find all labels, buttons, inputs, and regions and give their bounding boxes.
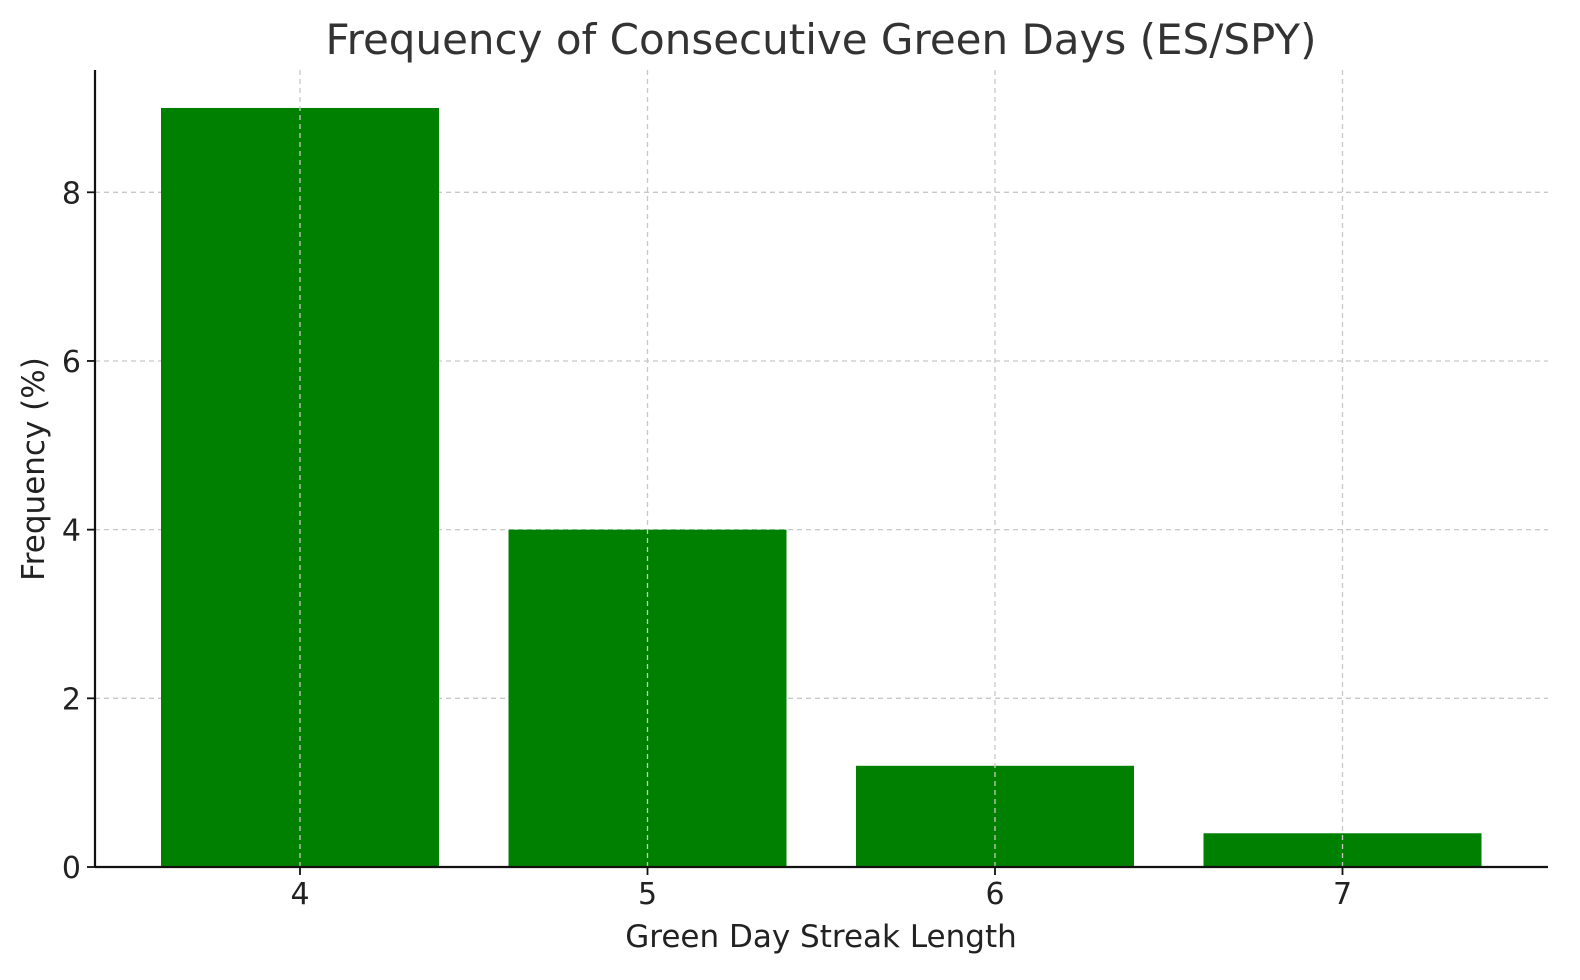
bar-6 — [856, 765, 1134, 867]
x-ticks: 4 5 6 7 — [290, 867, 1352, 912]
y-tick-label: 4 — [62, 514, 81, 549]
chart-title: Frequency of Consecutive Green Days (ES/… — [326, 15, 1317, 64]
x-axis-label: Green Day Streak Length — [625, 919, 1017, 955]
y-ticks: 0 2 4 6 8 — [62, 176, 95, 886]
y-tick-label: 0 — [62, 851, 81, 886]
bar-5 — [508, 529, 787, 867]
x-tick-label: 6 — [985, 877, 1004, 912]
bars — [161, 107, 1482, 867]
x-tick-label: 7 — [1333, 877, 1352, 912]
y-tick-label: 2 — [62, 682, 81, 717]
x-tick-label: 5 — [638, 877, 657, 912]
y-axis-label: Frequency (%) — [16, 357, 52, 581]
y-tick-label: 8 — [62, 176, 81, 211]
grid-lines — [95, 191, 1548, 699]
axes — [93, 70, 1548, 869]
vertical-grid-lines — [299, 70, 1344, 867]
x-tick-label: 4 — [290, 877, 309, 912]
y-tick-label: 6 — [62, 345, 81, 380]
